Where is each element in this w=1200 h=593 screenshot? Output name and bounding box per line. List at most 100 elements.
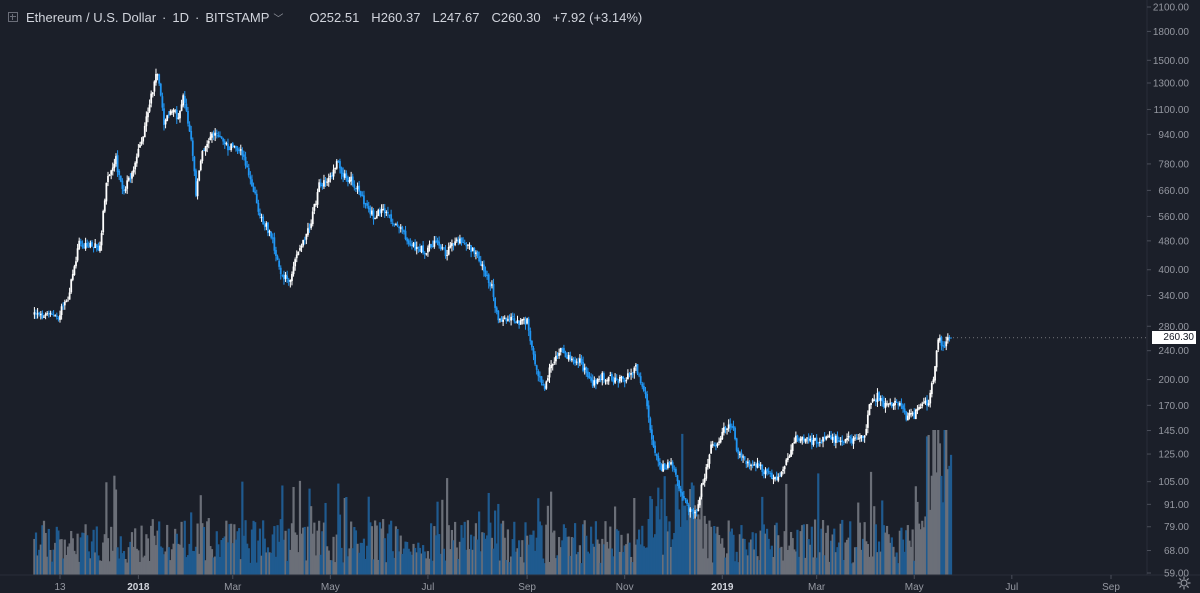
- candle-body: [929, 392, 932, 404]
- volume-bar: [449, 549, 452, 575]
- volume-bar: [566, 536, 569, 575]
- volume-bar: [87, 551, 90, 575]
- candle-body: [111, 167, 114, 171]
- volume-bar: [308, 488, 311, 575]
- volume-bar: [593, 546, 596, 575]
- volume-bar: [302, 527, 305, 575]
- volume-bar: [286, 560, 289, 575]
- volume-bar: [342, 562, 345, 575]
- candle-body: [435, 240, 437, 242]
- symbol-name[interactable]: Ethereum / U.S. Dollar: [26, 9, 157, 25]
- volume-bar: [679, 526, 682, 575]
- volume-bar: [260, 555, 263, 575]
- candle-body: [99, 245, 101, 252]
- candle-body: [668, 462, 671, 466]
- volume-bar: [762, 524, 765, 575]
- candle-body: [545, 381, 548, 389]
- candle-body: [206, 143, 209, 147]
- volume-bar: [857, 502, 860, 575]
- expand-icon[interactable]: [8, 12, 18, 22]
- volume-bar: [242, 535, 246, 575]
- candle-body: [265, 223, 268, 227]
- volume-bar: [332, 536, 335, 575]
- volume-bar: [276, 525, 279, 575]
- candle-body: [494, 297, 497, 308]
- candle-body: [399, 227, 402, 229]
- candle-body: [561, 348, 564, 350]
- chevron-down-icon[interactable]: ﹀: [273, 13, 284, 25]
- price-axis[interactable]: 2100.00 1800.00 1500.00 1300.00 1100.00 940.0…: [1147, 3, 1189, 580]
- candle-body: [409, 243, 412, 246]
- candle-body: [849, 436, 852, 439]
- candle-body: [721, 431, 724, 440]
- volume-bar: [642, 546, 645, 575]
- candle-body: [646, 393, 648, 407]
- volume-bar: [914, 486, 917, 575]
- candle-body: [774, 476, 776, 480]
- volume-bar: [582, 524, 585, 575]
- exchange-label[interactable]: BITSTAMP: [205, 9, 270, 25]
- candle-body: [782, 469, 784, 472]
- candle-body: [740, 452, 743, 457]
- volume-bar: [674, 484, 677, 575]
- candle-body: [247, 167, 250, 176]
- volume-bar: [561, 540, 564, 575]
- candle-body: [71, 274, 74, 280]
- volume-bar: [191, 550, 194, 575]
- volume-bar: [669, 547, 673, 575]
- volume-bar: [788, 545, 791, 575]
- volume-bar: [821, 520, 825, 575]
- volume-bar: [711, 562, 714, 575]
- candle-body: [916, 408, 919, 411]
- candle-body: [132, 169, 135, 173]
- volume-bar: [479, 551, 482, 575]
- candle-body: [79, 241, 82, 244]
- candle-body: [329, 175, 332, 178]
- volume-bar: [534, 550, 537, 575]
- candle-body: [199, 160, 202, 171]
- time-axis[interactable]: 13 2018 Mar May Jul Sep Nov 2019 Mar May Jul Sep: [54, 575, 1120, 593]
- volume-bar: [102, 542, 105, 575]
- candle-body: [172, 109, 175, 113]
- candle-body: [748, 461, 751, 466]
- candle-body: [342, 172, 345, 177]
- time-tick-label: May: [905, 582, 924, 593]
- candle-body: [478, 256, 481, 262]
- interval-label[interactable]: 1D: [172, 9, 190, 25]
- volume-bar: [466, 520, 470, 575]
- volume-bar: [324, 502, 327, 575]
- candle-body: [484, 270, 487, 277]
- candle-body: [870, 402, 872, 406]
- volume-bar: [246, 543, 249, 575]
- candle-body: [390, 214, 393, 222]
- candle-body: [190, 131, 193, 140]
- volume-bar: [382, 519, 385, 575]
- candle-body: [874, 400, 877, 402]
- candle-body: [702, 482, 704, 485]
- candle-body: [462, 241, 465, 243]
- candle-body: [943, 346, 946, 348]
- volume-bar: [847, 537, 850, 575]
- candle-body: [102, 211, 105, 233]
- candle-body: [516, 320, 519, 323]
- candle-body: [115, 156, 117, 164]
- candle-body: [185, 103, 188, 111]
- volume-bar: [831, 534, 834, 575]
- volume-bar: [108, 561, 111, 575]
- candle-body: [878, 392, 880, 401]
- candle-body: [369, 208, 372, 215]
- candle-body: [49, 313, 52, 315]
- volume-bar: [631, 562, 634, 575]
- price-tick-label: 125.00: [1158, 450, 1189, 461]
- candle-body: [548, 367, 551, 378]
- candle-body: [89, 242, 92, 247]
- candle-body: [705, 467, 708, 479]
- candle-body: [287, 279, 290, 282]
- volume-bar: [621, 552, 625, 575]
- candle-body: [249, 176, 252, 180]
- candle-body: [75, 261, 77, 267]
- settings-icon[interactable]: [1177, 576, 1191, 590]
- volume-bar: [47, 528, 50, 575]
- volume-bar: [343, 498, 346, 575]
